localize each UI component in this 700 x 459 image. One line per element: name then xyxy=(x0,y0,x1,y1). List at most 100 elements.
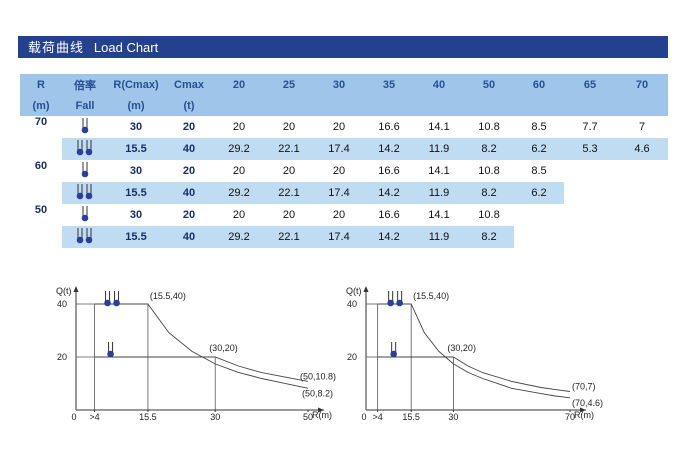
y-axis-arrow xyxy=(73,286,79,292)
load-value-cell: 20 xyxy=(332,209,346,221)
header-empty-cell xyxy=(414,95,464,116)
table-row: 50 30 20 20 20 20 16.6 14.1 10.8 xyxy=(20,204,668,226)
hook-icon xyxy=(79,161,91,182)
load-chart-50m: Q(t) R(m) 40 20 0 >4 15.5 30 50 (15.5,40) (30,20) (… xyxy=(56,286,336,420)
cmax-cell: 20 xyxy=(182,165,196,177)
load-value-cell xyxy=(616,204,668,226)
radius-label-cell xyxy=(20,138,62,160)
fall-1-hook-icon xyxy=(390,342,397,358)
radius-label-cell: 70 xyxy=(34,116,48,128)
point-annotation: (70,7) xyxy=(572,381,596,391)
header-empty-cell xyxy=(616,95,668,116)
header-unit-cell: (t) xyxy=(164,95,214,116)
header-empty-cell xyxy=(364,95,414,116)
load-value-cell: 14.1 xyxy=(428,121,450,133)
header-unit-cell: (m) xyxy=(20,95,62,116)
load-value-cell xyxy=(514,204,564,226)
x-axis-arrow xyxy=(580,407,586,413)
fall-2-cell xyxy=(62,226,108,248)
y-tick-label: 20 xyxy=(347,352,357,362)
hook-icon xyxy=(75,227,95,248)
point-annotation: (30,20) xyxy=(447,343,476,353)
load-value-cell: 14.2 xyxy=(364,182,414,204)
load-value-cell: 20 xyxy=(332,121,346,133)
header-empty-cell xyxy=(464,95,514,116)
load-value-cell: 22.1 xyxy=(264,182,314,204)
header-cell: 30 xyxy=(314,74,364,95)
load-value-cell xyxy=(616,226,668,248)
header-cell: 40 xyxy=(414,74,464,95)
load-value-cell: 7 xyxy=(638,121,646,133)
header-cell: 70 xyxy=(616,74,668,95)
x-tick-label: >4 xyxy=(373,412,383,420)
load-curve-series-1 xyxy=(94,303,309,389)
load-value-cell xyxy=(514,226,564,248)
y-tick-label: 20 xyxy=(57,352,67,362)
rcmax-cell: 30 xyxy=(129,209,143,221)
rcmax-cell: 15.5 xyxy=(108,182,164,204)
header-cell: 65 xyxy=(564,74,616,95)
table-row: 15.5 40 29.2 22.1 17.4 14.2 11.9 8.2 6.2 xyxy=(20,182,668,204)
load-value-cell: 8.2 xyxy=(464,226,514,248)
load-value-cell: 20 xyxy=(232,121,246,133)
x-tick-label: 15.5 xyxy=(402,412,420,420)
load-value-cell: 11.9 xyxy=(414,182,464,204)
fall-2-hook-icon xyxy=(387,291,403,307)
table-row: 15.5 40 29.2 22.1 17.4 14.2 11.9 8.2 xyxy=(20,226,668,248)
load-value-cell xyxy=(564,204,616,226)
load-value-cell xyxy=(616,182,668,204)
y-axis-label: Q(t) xyxy=(56,286,72,296)
point-annotation: (15.5,40) xyxy=(150,291,186,301)
load-value-cell: 16.6 xyxy=(378,121,400,133)
table-header-row: (m) Fall (m) (t) xyxy=(20,95,668,116)
x-tick-label: 30 xyxy=(210,412,220,420)
load-value-cell: 29.2 xyxy=(214,226,264,248)
x-tick-label: 70 xyxy=(565,412,575,420)
x-axis-label: R(m) xyxy=(574,410,594,420)
x-tick-label: 15.5 xyxy=(139,412,157,420)
header-unit-cell: Fall xyxy=(62,95,108,116)
fall-2-cell xyxy=(62,182,108,204)
load-value-cell: 29.2 xyxy=(214,182,264,204)
point-annotation: (30,20) xyxy=(209,343,238,353)
load-value-cell: 20 xyxy=(282,165,296,177)
fall-2-cell xyxy=(62,138,108,160)
load-value-cell: 8.2 xyxy=(464,138,514,160)
cmax-cell: 40 xyxy=(164,138,214,160)
load-value-cell: 5.3 xyxy=(564,138,616,160)
point-annotation: (50,8.2) xyxy=(302,388,333,398)
header-cell: R xyxy=(20,74,62,95)
y-tick-label: 40 xyxy=(57,299,67,309)
load-value-cell xyxy=(564,182,616,204)
header-cell: 20 xyxy=(214,74,264,95)
header-cell: 50 xyxy=(464,74,514,95)
header-empty-cell xyxy=(264,95,314,116)
load-curve-series-1 xyxy=(377,303,571,399)
radius-label-cell xyxy=(20,226,62,248)
cmax-cell: 20 xyxy=(182,121,196,133)
load-value-cell: 10.8 xyxy=(478,165,500,177)
load-value-cell xyxy=(616,160,668,182)
x-tick-label: 30 xyxy=(448,412,458,420)
load-value-cell: 6.2 xyxy=(514,138,564,160)
header-empty-cell xyxy=(514,95,564,116)
cmax-cell: 40 xyxy=(164,226,214,248)
fall-1-cell xyxy=(62,204,108,226)
load-value-cell: 17.4 xyxy=(314,138,364,160)
hook-icon xyxy=(75,183,95,204)
header-empty-cell xyxy=(314,95,364,116)
load-curve-series-2 xyxy=(377,356,571,392)
load-value-cell: 16.6 xyxy=(378,165,400,177)
fall-1-cell xyxy=(62,116,108,138)
load-value-cell: 14.1 xyxy=(428,209,450,221)
load-value-cell: 7.7 xyxy=(582,121,598,133)
rcmax-cell: 30 xyxy=(129,165,143,177)
load-value-cell: 20 xyxy=(232,165,246,177)
load-chart-70m: Q(t) R(m) 40 20 0 >4 15.5 30 70 (15.5,40) (30,20) (… xyxy=(346,286,603,420)
load-table: R 倍率 R(Cmax) Cmax 20 25 30 35 40 50 60 65 70 (m) Fall… xyxy=(20,74,668,248)
load-value-cell xyxy=(564,160,616,182)
fall-2-hook-icon xyxy=(104,291,120,307)
cmax-cell: 40 xyxy=(164,182,214,204)
rcmax-cell: 30 xyxy=(129,121,143,133)
y-axis-label: Q(t) xyxy=(346,286,362,296)
